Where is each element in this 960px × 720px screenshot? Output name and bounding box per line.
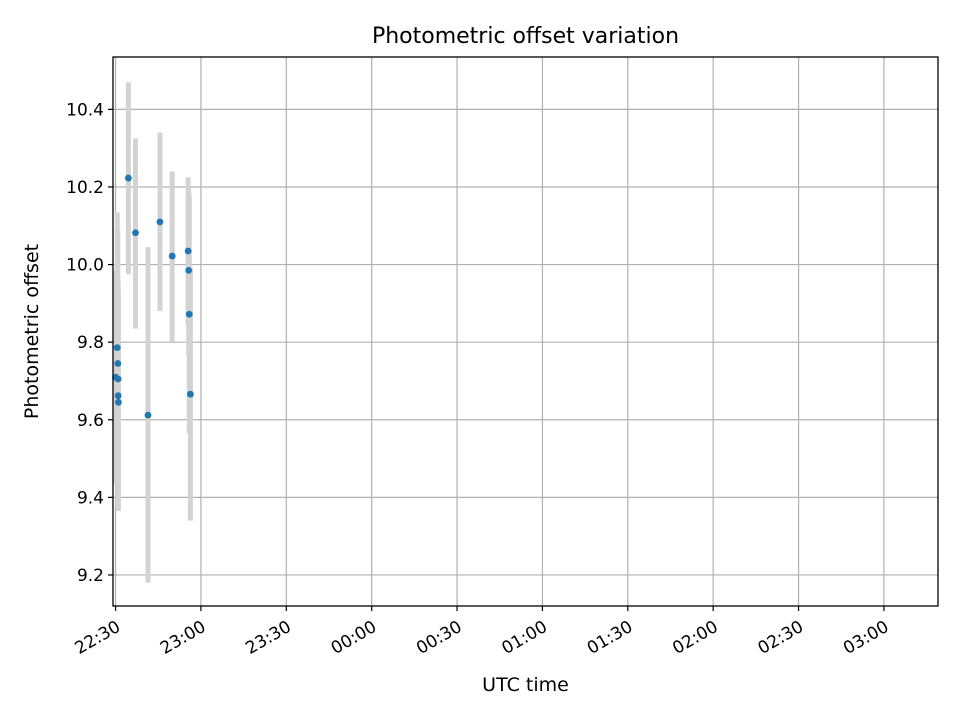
data-point: [124, 174, 132, 182]
y-axis-ticks: 9.2 9.4 9.6 9.8 10.0 10.2 10.4: [66, 100, 113, 586]
grid: [113, 57, 938, 606]
data-point: [114, 375, 122, 383]
y-axis-label: Photometric offset: [21, 244, 43, 419]
y-tick-label: 9.2: [77, 566, 104, 586]
chart-title: Photometric offset variation: [372, 24, 679, 49]
data-point: [132, 229, 139, 237]
data-point: [156, 218, 164, 226]
plot-frame: [112, 56, 939, 607]
data-point: [185, 266, 193, 274]
x-axis-label: UTC time: [482, 674, 569, 696]
y-tick-label: 10.0: [66, 256, 104, 276]
y-tick-label: 9.4: [77, 488, 104, 508]
data-point: [114, 360, 122, 367]
y-tick-label: 9.6: [77, 411, 104, 431]
y-tick-label: 10.4: [66, 100, 104, 120]
data-point: [187, 390, 194, 398]
data-point: [113, 344, 121, 352]
data-point: [185, 310, 193, 318]
data-point: [114, 392, 122, 400]
data-point: [184, 247, 192, 255]
data-points: [112, 174, 194, 419]
data-point: [115, 398, 122, 406]
y-tick-label: 10.2: [66, 178, 104, 198]
data-point: [168, 252, 176, 260]
y-tick-label: 9.8: [77, 333, 104, 353]
data-point: [144, 411, 152, 419]
